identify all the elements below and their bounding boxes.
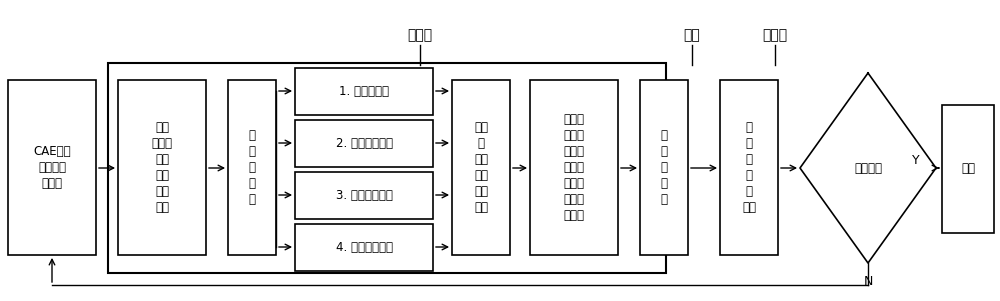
Bar (295, 68, 433, 115)
Bar (228, 80, 276, 255)
Text: 2. 初始荷载计算: 2. 初始荷载计算 (336, 137, 392, 150)
Text: 定
义
分
析
步: 定 义 分 析 步 (248, 129, 256, 206)
Text: 结束: 结束 (961, 163, 975, 175)
Text: 求
解
器
求
解: 求 解 器 求 解 (660, 129, 668, 206)
Text: 1. 地应力平衡: 1. 地应力平衡 (339, 85, 389, 98)
Text: 3. 温度膨胀计算: 3. 温度膨胀计算 (336, 189, 392, 202)
Text: CAE建模
或导入几
何模型: CAE建模 或导入几 何模型 (33, 145, 71, 190)
Text: 前处理: 前处理 (407, 28, 433, 42)
Bar (108, 63, 666, 273)
Text: 后处理: 后处理 (762, 28, 788, 42)
Text: 是否理想: 是否理想 (854, 162, 882, 175)
Bar (118, 80, 206, 255)
Text: 结
果
显
示
和
输出: 结 果 显 示 和 输出 (742, 121, 756, 214)
Bar (452, 80, 510, 255)
Bar (720, 80, 778, 255)
Bar (295, 120, 433, 167)
Text: 求解: 求解 (684, 28, 700, 42)
Text: 定义接
触面属
性，确
定边界
条件，
设置加
载荷载: 定义接 触面属 性，确 定边界 条件， 设置加 载荷载 (564, 113, 584, 222)
Text: Y: Y (912, 154, 920, 166)
Bar (530, 80, 618, 255)
Bar (295, 224, 433, 271)
Text: 4. 极限荷载计算: 4. 极限荷载计算 (336, 241, 392, 254)
Bar (295, 172, 433, 219)
Bar (8, 80, 96, 255)
Text: N: N (863, 275, 873, 288)
Text: 划分
网
格，
定义
单元
类型: 划分 网 格， 定义 单元 类型 (474, 121, 488, 214)
Bar (640, 80, 688, 255)
Polygon shape (800, 73, 936, 263)
Text: 定义
材料属
性，
输入
材料
参数: 定义 材料属 性， 输入 材料 参数 (152, 121, 173, 214)
Bar (942, 105, 994, 233)
